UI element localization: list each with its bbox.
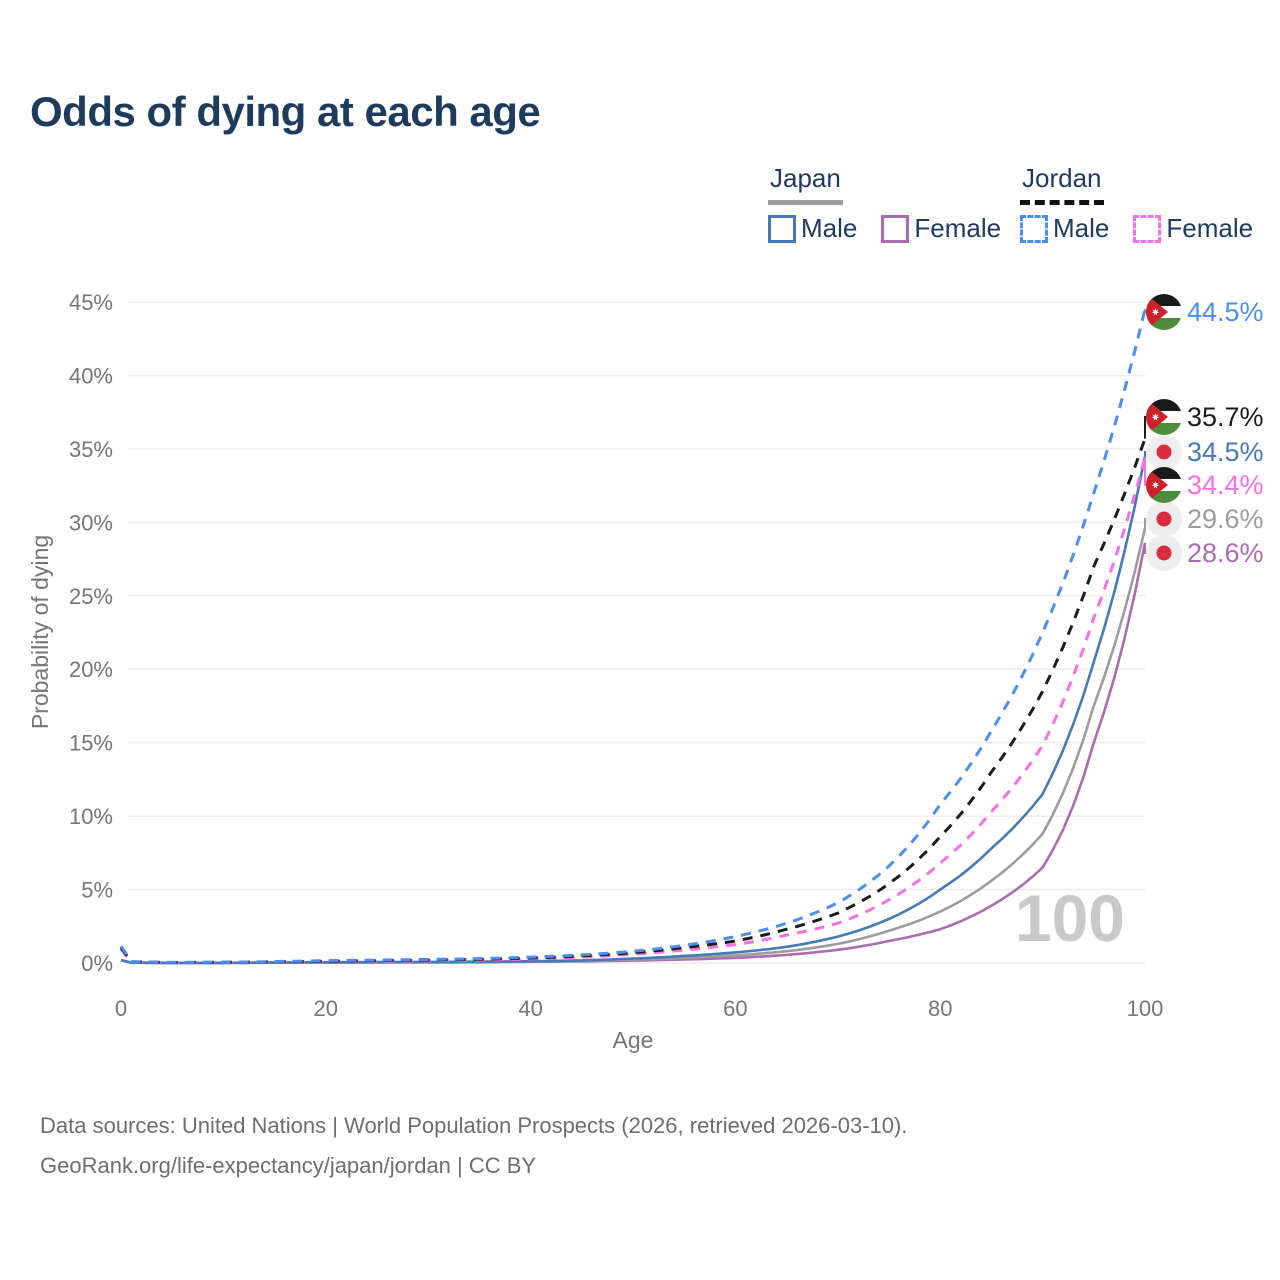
y-tick-label: 25% xyxy=(69,584,113,609)
end-label-value-jordan-both: 35.7% xyxy=(1187,402,1264,432)
series-line-japan-male[interactable] xyxy=(120,455,1147,965)
series-line-japan-female[interactable] xyxy=(120,542,1147,965)
end-label-value-japan-female: 28.6% xyxy=(1187,538,1264,568)
y-axis-title: Probability of dying xyxy=(27,535,53,729)
series-line-jordan-male[interactable] xyxy=(119,308,1147,964)
end-label-value-japan-male: 34.5% xyxy=(1187,437,1264,467)
y-tick-label: 20% xyxy=(69,657,113,682)
legend-jordan-male-swatch[interactable] xyxy=(1020,214,1048,243)
series-line-jordan-both[interactable] xyxy=(119,438,1147,964)
japan-flag-sun xyxy=(1156,545,1172,561)
footer: Data sources: United Nations | World Pop… xyxy=(40,1106,907,1186)
jordan-flag-icon xyxy=(1146,294,1182,330)
y-tick-label: 15% xyxy=(69,731,113,756)
legend-group-jordan: Jordan Male Female xyxy=(1020,163,1277,244)
y-tick-label: 40% xyxy=(69,363,113,388)
footer-data-sources: Data sources: United Nations | World Pop… xyxy=(40,1113,908,1138)
end-label-value-japan-both: 29.6% xyxy=(1187,504,1264,534)
legend-jordan-female-swatch[interactable] xyxy=(1133,214,1162,243)
x-tick-label: 60 xyxy=(723,996,747,1021)
legend-jordan-header[interactable]: Jordan xyxy=(1020,163,1104,205)
x-tick-label: 100 xyxy=(1127,996,1164,1021)
legend-jordan-female-label[interactable]: Female xyxy=(1166,213,1254,243)
legend-japan-female-label[interactable]: Female xyxy=(914,213,1002,243)
legend-japan-male-label[interactable]: Male xyxy=(801,213,858,243)
footer-attribution: GeoRank.org/life-expectancy/japan/jordan… xyxy=(40,1153,537,1178)
y-tick-label: 5% xyxy=(81,878,113,903)
x-axis-title: Age xyxy=(613,1027,654,1053)
japan-flag-sun xyxy=(1156,511,1172,527)
series-line-jordan-female[interactable] xyxy=(119,457,1147,965)
legend-japan-header[interactable]: Japan xyxy=(768,163,843,205)
legend-japan-female-swatch[interactable] xyxy=(881,214,910,243)
legend-jordan-male-label[interactable]: Male xyxy=(1053,213,1110,243)
legend-japan-male-swatch[interactable] xyxy=(768,214,796,243)
jordan-flag-icon xyxy=(1146,467,1182,503)
jordan-flag-icon xyxy=(1146,399,1182,435)
y-tick-label: 30% xyxy=(69,510,113,535)
series-line-japan-both[interactable] xyxy=(120,527,1147,965)
legend-japan-title: Japan xyxy=(770,163,841,193)
y-tick-label: 0% xyxy=(81,951,113,976)
x-tick-label: 0 xyxy=(115,996,127,1021)
page-title: Odds of dying at each age xyxy=(30,88,541,135)
legend-jordan-title: Jordan xyxy=(1022,163,1102,193)
legend-group-japan: Japan Male Female xyxy=(768,163,1025,244)
japan-flag-sun xyxy=(1156,444,1172,460)
x-tick-label: 80 xyxy=(928,996,952,1021)
x-tick-label: 20 xyxy=(314,996,338,1021)
y-tick-label: 35% xyxy=(69,437,113,462)
y-tick-label: 10% xyxy=(69,804,113,829)
y-tick-label: 45% xyxy=(69,290,113,315)
end-label-value-jordan-female: 34.4% xyxy=(1187,470,1264,500)
end-label-value-jordan-male: 44.5% xyxy=(1187,297,1264,327)
age-counter-watermark: 100 xyxy=(1015,881,1125,955)
x-tick-label: 40 xyxy=(518,996,542,1021)
